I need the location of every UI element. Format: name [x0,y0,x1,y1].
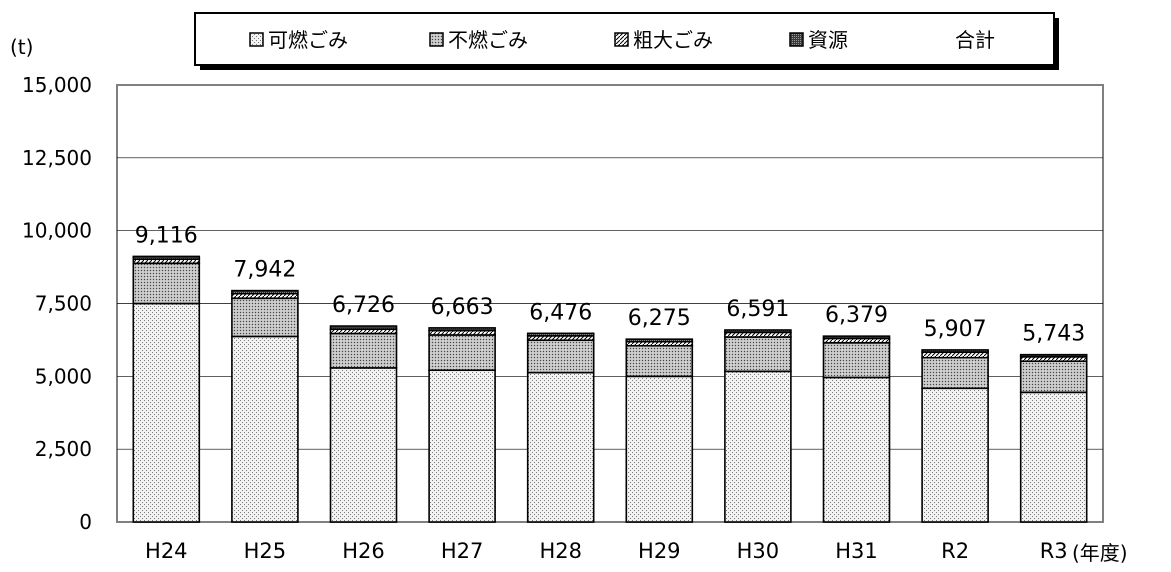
legend: 可燃ごみ 不燃ごみ 粗大ごみ 資源 合計 [194,12,1059,70]
bar-segment-nonburnable [1019,360,1088,394]
bar-segment-burnable [625,375,694,523]
x-tick-label: H30 [737,539,780,563]
legend-swatch-burnable [249,32,264,47]
x-tick-label: H31 [835,539,878,563]
bar-segment-burnable [1019,391,1088,523]
bar-segment-burnable [526,371,595,523]
bar-segment-resource [724,329,792,334]
y-tick-label: 2,500 [35,437,92,461]
bar-segment-resource [329,325,398,330]
y-tick-label: 12,500 [22,146,92,170]
legend-label-resource: 資源 [808,28,848,52]
x-tick-label: H28 [539,539,582,563]
bar-segment-nonburnable [428,334,496,372]
legend-swatch-bulky [614,32,629,47]
bar-segment-resource [1019,353,1088,358]
x-tick-label: R2 [941,539,969,563]
x-tick-label: H27 [441,539,484,563]
y-axis-ticks: 0 2,500 5,000 7,500 10,000 12,500 15,000 [22,73,92,534]
bar-segment-nonburnable [526,339,595,374]
total-label: 7,942 [233,258,296,283]
legend-swatch-resource [789,32,804,47]
bar-segment-resource [822,335,891,340]
legend-label-total: 合計 [955,28,995,52]
bar-segment-burnable [132,302,201,523]
legend-label-nonburnable: 不燃ごみ [448,28,528,52]
x-tick-label: H24 [145,539,188,563]
bar-segment-burnable [231,335,299,523]
x-axis-unit: (年度) [1072,541,1128,565]
bar-segment-nonburnable [132,262,201,305]
bar-segment-resource [625,338,694,343]
legend-swatch-nonburnable [429,32,444,47]
y-axis-unit: (t) [10,35,33,59]
bar-segment-nonburnable [921,356,989,390]
y-tick-label: 15,000 [22,73,92,97]
x-tick-label: H25 [244,539,287,563]
bar-segment-burnable [428,369,496,523]
bar-segment-nonburnable [724,336,792,373]
x-tick-label: R3 [1040,539,1068,563]
total-labels: 9,116 7,942 6,726 6,663 6,476 6,275 6,591 6,379… [135,223,1085,346]
total-label: 5,907 [924,317,987,342]
y-tick-label: 10,000 [22,219,92,243]
total-label: 6,275 [628,306,691,331]
bar-segment-burnable [921,387,989,523]
legend-label-bulky: 粗大ごみ [633,28,713,52]
y-tick-label: 5,000 [35,364,92,388]
bar-segment-nonburnable [822,342,891,379]
bars [132,255,1088,523]
bar-segment-nonburnable [231,297,299,338]
total-label: 6,663 [431,295,494,320]
x-tick-label: H26 [342,539,385,563]
total-label: 6,591 [726,297,789,322]
bar-segment-burnable [329,367,398,523]
bar-segment-nonburnable [625,344,694,378]
legend-label-burnable: 可燃ごみ [268,28,348,52]
bar-segment-resource [526,332,595,337]
y-tick-label: 7,500 [35,292,92,316]
x-axis-labels: H24 H25 H26 H27 H28 H29 H30 H31 R2 R3 [145,539,1068,563]
bar-segment-resource [428,327,496,332]
x-tick-label: H29 [638,539,681,563]
bar-segment-burnable [822,376,891,523]
bar-segment-resource [231,289,299,295]
bar-segment-resource [921,349,989,353]
bar-segment-bulky [921,351,989,359]
total-label: 6,379 [825,303,888,328]
total-label: 6,726 [332,293,395,318]
bar-segment-nonburnable [329,332,398,369]
bar-segment-burnable [724,370,792,523]
bar-segment-resource [132,255,201,261]
total-label: 5,743 [1022,322,1085,347]
total-label: 6,476 [529,300,592,325]
total-label: 9,116 [135,223,198,248]
y-tick-label: 0 [79,510,92,534]
